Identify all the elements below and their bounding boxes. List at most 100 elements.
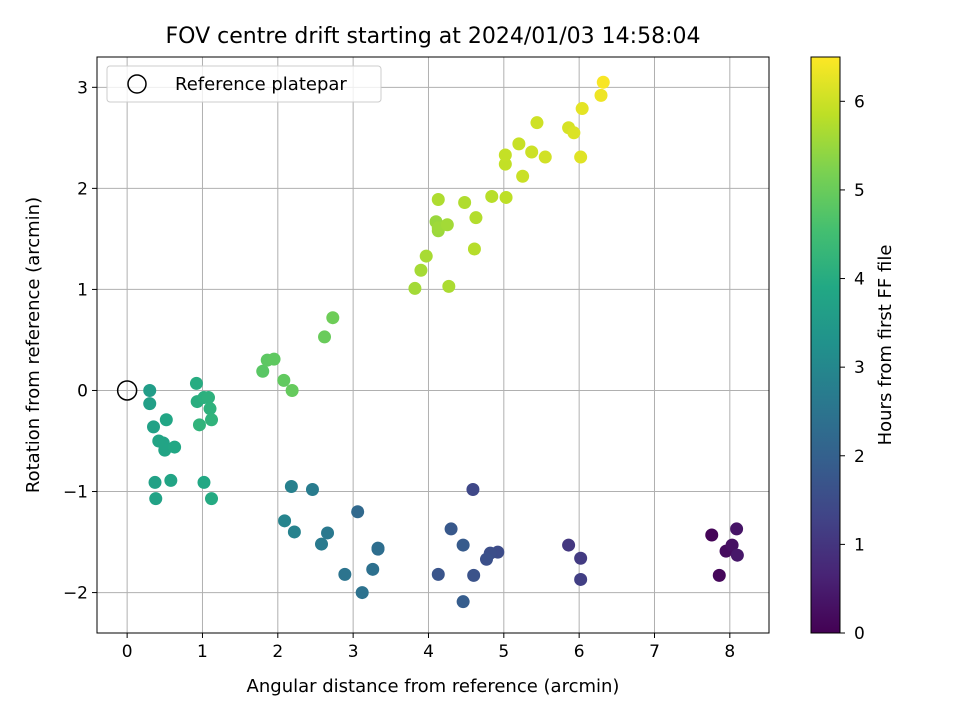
data-point [149,492,163,506]
data-point [516,169,530,183]
data-point [574,551,588,565]
y-axis: −2 −1 0 1 2 3 [63,78,97,604]
data-point [143,383,157,397]
data-point [205,413,219,427]
data-point [408,281,422,295]
data-point [205,492,219,506]
data-point [512,137,526,151]
x-tick-label: 1 [197,642,208,662]
data-point [479,552,493,566]
data-point [574,150,588,164]
colorbar-label: Hours from first FF file [875,245,896,446]
data-point [321,526,335,540]
data-point [538,150,552,164]
data-point [366,562,380,576]
y-tick-label: 1 [77,280,88,300]
y-tick-label: 3 [77,78,88,98]
colorbar-tick-label: 6 [854,92,865,112]
data-point [152,434,166,448]
data-point [498,157,512,171]
data-point [530,116,544,130]
data-point [256,364,270,378]
data-point [168,440,182,454]
data-point [143,397,157,411]
chart-title: FOV centre drift starting at 2024/01/03 … [166,24,701,49]
data-point [318,330,332,344]
data-point [730,522,744,536]
data-point [440,218,454,232]
data-point [284,479,298,493]
legend-label-reference: Reference platepar [175,74,347,95]
data-point [458,196,472,210]
legend-box [106,65,382,103]
x-tick-label: 8 [724,642,735,662]
data-point [498,148,512,162]
data-point [159,413,173,427]
x-tick-label: 2 [272,642,283,662]
data-point [278,514,292,528]
data-point [201,391,215,405]
data-point [525,145,539,159]
colorbar-tick-label: 2 [854,447,865,467]
data-point [431,192,445,206]
data-point [562,538,576,552]
data-point [192,418,206,432]
data-point [444,522,458,536]
x-axis: 0 1 2 3 4 5 6 7 8 [122,633,735,662]
data-point [725,538,739,552]
y-tick-label: −1 [63,483,88,503]
data-point [596,75,610,89]
data-point [148,475,162,489]
data-point [351,505,365,519]
x-tick-label: 4 [423,642,434,662]
data-point [285,383,299,397]
data-point [287,525,301,539]
x-axis-label: Angular distance from reference (arcmin) [247,676,620,697]
colorbar-tick-label: 0 [854,624,865,644]
data-point [469,211,483,225]
data-point [164,473,178,487]
colorbar-gradient [810,56,841,634]
plot-frame [96,56,770,634]
y-tick-label: 0 [77,381,88,401]
data-point [712,568,726,582]
y-tick-label: −2 [63,584,88,604]
legend: Reference platepar [106,65,382,103]
data-points [116,75,744,609]
data-point [705,528,719,542]
data-point [338,567,352,581]
data-point [456,595,470,609]
y-tick-label: 2 [77,179,88,199]
colorbar-tick-label: 3 [854,358,865,378]
data-point [147,420,161,434]
colorbar-ticks: 0 1 2 3 4 5 6 [840,92,865,644]
data-point [419,249,433,263]
data-point [485,189,499,203]
x-tick-label: 3 [348,642,359,662]
x-tick-label: 7 [649,642,660,662]
legend-reference-marker [127,74,147,94]
data-point [315,537,329,551]
x-tick-label: 5 [498,642,509,662]
data-point [197,475,211,489]
data-point [467,568,481,582]
data-point [267,352,281,366]
data-point [305,483,319,497]
data-point [499,190,513,204]
data-point [467,242,481,256]
data-point [567,126,581,140]
data-point [575,102,589,116]
data-point [277,373,291,387]
reference-platepar-marker [116,380,138,401]
data-point [594,88,608,102]
y-axis-label: Rotation from reference (arcmin) [23,197,44,493]
data-point [456,538,470,552]
data-point [203,402,217,416]
data-point [189,376,203,390]
data-point [730,548,744,562]
data-point [414,263,428,277]
data-point [442,279,456,293]
data-point [431,567,445,581]
data-point [326,311,340,325]
